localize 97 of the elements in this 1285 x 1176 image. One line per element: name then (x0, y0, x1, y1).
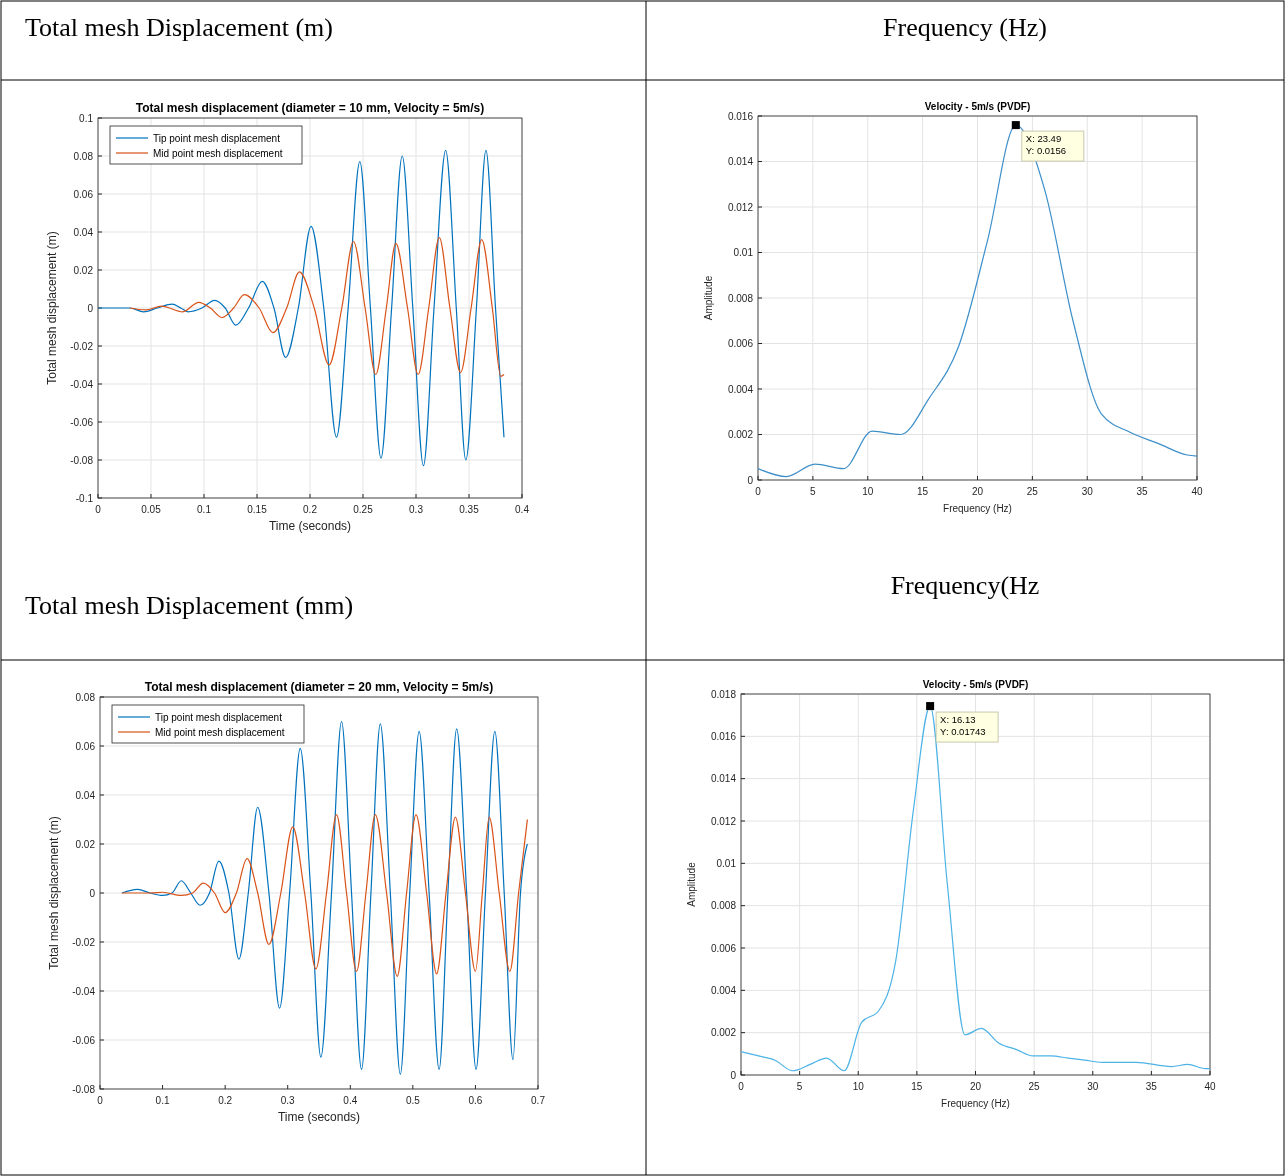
y-tick-label: 0.016 (727, 110, 754, 122)
y-tick-label: 0.004 (710, 984, 737, 996)
x-tick-label: 0.1 (155, 1095, 170, 1106)
text: Total mesh Displacement (m) (25, 13, 333, 42)
annotation: X: 16.13 Y: 0.01743 (940, 714, 986, 738)
y-tick-label: 0.008 (710, 900, 737, 912)
x-tick-label: 35 (1145, 1081, 1158, 1092)
x-tick-label: 0.15 (247, 504, 268, 515)
chart-title: Velocity - 5m/s (PVDF) (924, 101, 1031, 112)
line-series (97, 149, 505, 467)
x-tick-label: 0.35 (459, 504, 480, 515)
y-tick-label: 0.04 (75, 789, 96, 801)
y-tick-label: -0.06 (70, 416, 94, 428)
x-tick-label: 5 (796, 1081, 803, 1092)
y-tick-label: -0.02 (72, 936, 96, 948)
y-tick-label: 0.02 (73, 264, 94, 276)
chart-title: Total mesh displacement (diameter = 20 mm, Velocity = 5m/s) (144, 680, 494, 694)
x-tick-label: 40 (1191, 486, 1203, 497)
x-tick-label: 0.2 (303, 504, 318, 515)
x-tick-label: 0.2 (218, 1095, 233, 1106)
x-tick-label: 0.5 (405, 1095, 421, 1106)
line-series (121, 814, 528, 977)
y-tick-label: 0.016 (710, 730, 737, 742)
y-tick-label: -0.02 (70, 340, 94, 352)
x-axis-title: Frequency (Hz) (943, 503, 1012, 514)
x-tick-label: 15 (911, 1081, 923, 1092)
y-tick-label: 0 (87, 302, 94, 314)
y-axis-title: Amplitude (703, 275, 714, 321)
x-tick-label: 0.4 (343, 1095, 358, 1106)
x-tick-label: 15 (917, 486, 929, 497)
x-axis-title: Time (seconds) (277, 1110, 361, 1124)
x-tick-label: 35 (1136, 486, 1149, 497)
x-tick-label: 30 (1081, 486, 1094, 497)
y-tick-label: 0.012 (727, 201, 754, 213)
y-tick-label: 0.01 (716, 857, 737, 869)
x-tick-label: 10 (852, 1081, 865, 1092)
y-tick-label: 0.008 (727, 292, 754, 304)
y-axis-title: Total mesh displacement (m) (45, 231, 59, 385)
x-tick-label: 0.3 (280, 1095, 296, 1106)
x-tick-label: 0 (755, 486, 762, 497)
x-tick-label: 0.4 (515, 504, 530, 515)
y-tick-label: 0.014 (710, 773, 737, 785)
y-tick-label: 0.08 (73, 150, 94, 162)
y-tick-label: 0.012 (710, 815, 737, 827)
text: Frequency (Hz) (883, 13, 1047, 42)
y-tick-label: -0.08 (72, 1083, 96, 1095)
y-tick-label: 0.002 (710, 1027, 737, 1039)
x-tick-label: 0.1 (197, 504, 212, 515)
y-tick-label: -0.04 (70, 378, 94, 390)
legend-label: Tip point mesh displacement (155, 711, 283, 723)
y-tick-label: 0.06 (73, 188, 94, 200)
text: Total mesh Displacement (mm) (25, 591, 354, 620)
y-tick-label: 0.06 (75, 740, 96, 752)
x-tick-label: 20 (971, 486, 984, 497)
legend-label: Mid point mesh displacement (153, 147, 283, 159)
y-tick-label: 0.1 (79, 112, 94, 124)
x-tick-label: 30 (1087, 1081, 1099, 1092)
y-tick-label: 0.006 (727, 338, 754, 349)
y-tick-label: 0.08 (75, 691, 96, 703)
x-tick-label: 0 (97, 1095, 104, 1106)
legend-label: Tip point mesh displacement (153, 132, 281, 144)
text: Frequency(Hz (890, 571, 1040, 600)
y-tick-label: 0.04 (73, 226, 94, 238)
x-tick-label: 10 (862, 486, 874, 497)
y-tick-label: 0.006 (710, 942, 737, 954)
y-tick-label: -0.04 (72, 985, 96, 997)
legend-label: Mid point mesh displacement (155, 726, 285, 738)
x-tick-label: 20 (969, 1081, 982, 1092)
chart-title: Total mesh displacement (diameter = 10 mm, Velocity = 5m/s) (135, 101, 485, 115)
x-tick-label: 0.3 (409, 504, 424, 515)
y-axis-title: Total mesh displacement (m) (47, 816, 61, 970)
chart-title: Velocity - 5m/s (PVDF) (922, 679, 1029, 690)
x-tick-label: 5 (810, 486, 817, 497)
line-series (129, 237, 505, 377)
y-tick-label: -0.06 (72, 1034, 96, 1046)
y-tick-label: -0.1 (75, 492, 94, 504)
y-tick-label: 0 (730, 1069, 737, 1081)
y-tick-label: 0.014 (727, 156, 754, 167)
x-axis-title: Time (seconds) (268, 519, 352, 533)
y-axis-title: Amplitude (686, 861, 697, 907)
x-tick-label: 0.05 (141, 504, 162, 515)
x-tick-label: 0.6 (468, 1095, 483, 1106)
y-tick-label: 0.02 (75, 838, 96, 850)
x-tick-label: 0.25 (353, 504, 374, 515)
annotation: X: 23.49 Y: 0.0156 (1025, 133, 1066, 157)
y-tick-label: 0.004 (727, 383, 754, 395)
y-tick-label: 0.01 (733, 247, 754, 258)
x-tick-label: 0.7 (531, 1095, 546, 1106)
x-tick-label: 25 (1028, 1081, 1041, 1092)
x-tick-label: 40 (1204, 1081, 1216, 1092)
y-tick-label: 0 (747, 474, 754, 486)
y-tick-label: 0 (89, 887, 96, 899)
y-tick-label: -0.08 (70, 454, 94, 466)
x-axis-title: Frequency (Hz) (941, 1098, 1010, 1109)
x-tick-label: 25 (1026, 486, 1039, 497)
y-tick-label: 0.002 (727, 429, 754, 440)
y-tick-label: 0.018 (710, 688, 737, 700)
